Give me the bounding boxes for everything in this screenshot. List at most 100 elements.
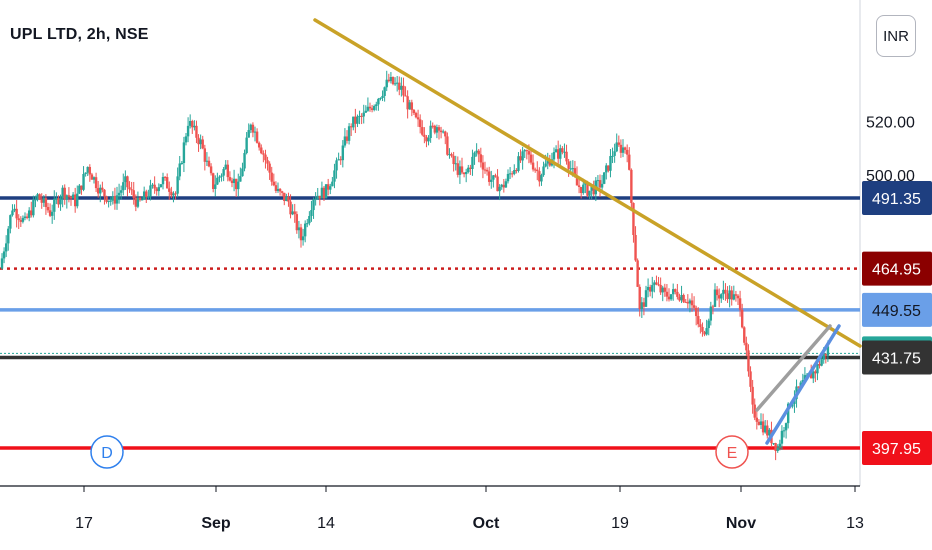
candle[interactable] [178, 156, 181, 181]
candle[interactable] [473, 151, 476, 165]
candle[interactable] [634, 226, 637, 262]
candle[interactable] [201, 135, 204, 150]
candle[interactable] [383, 86, 386, 102]
candle[interactable] [510, 171, 514, 178]
candle[interactable] [487, 166, 491, 186]
candle[interactable] [182, 136, 186, 173]
candle[interactable] [391, 76, 395, 86]
candle[interactable] [324, 184, 328, 199]
candle[interactable] [688, 298, 692, 313]
candle[interactable] [663, 283, 667, 297]
candle[interactable] [308, 211, 311, 226]
candle[interactable] [506, 169, 510, 184]
candle[interactable] [665, 283, 669, 302]
candle[interactable] [228, 171, 232, 182]
candle[interactable] [747, 344, 750, 377]
candle[interactable] [372, 104, 376, 112]
candle[interactable] [180, 161, 184, 165]
candle[interactable] [418, 114, 422, 134]
candle[interactable] [780, 425, 784, 450]
candle[interactable] [303, 220, 307, 243]
candle[interactable] [728, 285, 731, 308]
candle[interactable] [736, 294, 740, 305]
candle[interactable] [398, 76, 401, 96]
candle[interactable] [161, 172, 165, 190]
candle[interactable] [738, 290, 742, 317]
candle[interactable] [542, 161, 545, 177]
candle[interactable] [619, 139, 623, 158]
candle[interactable] [199, 134, 202, 150]
candle[interactable] [692, 296, 696, 311]
candle[interactable] [485, 167, 489, 176]
candle[interactable] [377, 97, 380, 111]
candle[interactable] [230, 177, 234, 188]
candle[interactable] [73, 187, 77, 213]
candle[interactable] [684, 298, 687, 303]
candle[interactable] [803, 367, 807, 381]
candle[interactable] [94, 172, 98, 192]
candle[interactable] [38, 193, 41, 201]
candle[interactable] [611, 147, 614, 164]
candle[interactable] [628, 147, 631, 171]
candle[interactable] [122, 173, 125, 196]
candle[interactable] [732, 285, 736, 301]
candle[interactable] [423, 127, 426, 144]
candle[interactable] [50, 204, 54, 224]
currency-button[interactable]: INR [876, 15, 916, 57]
candle[interactable] [65, 194, 69, 209]
candle[interactable] [322, 186, 326, 202]
candle[interactable] [264, 149, 267, 169]
candle[interactable] [257, 141, 261, 151]
candle[interactable] [57, 195, 60, 208]
candle[interactable] [207, 156, 211, 168]
candle[interactable] [203, 144, 207, 171]
candle[interactable] [531, 154, 535, 172]
candle[interactable] [274, 181, 278, 194]
candle[interactable] [389, 72, 393, 84]
candle[interactable] [329, 183, 332, 195]
candle[interactable] [502, 178, 506, 193]
candle[interactable] [433, 124, 437, 135]
candle[interactable] [249, 123, 253, 134]
candle[interactable] [565, 144, 568, 165]
candle[interactable] [360, 113, 363, 125]
candle[interactable] [63, 184, 66, 205]
candle[interactable] [276, 182, 280, 193]
candle[interactable] [521, 146, 524, 170]
candle[interactable] [722, 280, 725, 300]
candle[interactable] [278, 187, 282, 196]
candle[interactable] [270, 166, 273, 186]
candle[interactable] [289, 194, 292, 219]
candle[interactable] [117, 183, 121, 204]
candle[interactable] [326, 178, 330, 196]
candle[interactable] [623, 146, 627, 154]
candle[interactable] [517, 152, 520, 173]
candle[interactable] [429, 120, 432, 143]
candle[interactable] [745, 336, 748, 357]
candle[interactable] [184, 133, 188, 146]
candle[interactable] [444, 130, 447, 145]
candle[interactable] [504, 178, 508, 188]
candle[interactable] [99, 184, 102, 203]
candle[interactable] [671, 283, 675, 301]
candle[interactable] [621, 139, 625, 158]
candle[interactable] [216, 172, 219, 185]
candle[interactable] [703, 330, 706, 337]
candle[interactable] [13, 204, 16, 213]
candle[interactable] [410, 99, 414, 117]
candle[interactable] [253, 126, 257, 142]
candle[interactable] [498, 184, 501, 201]
candle[interactable] [699, 319, 702, 334]
candle[interactable] [467, 164, 470, 174]
candle[interactable] [615, 133, 618, 153]
candle[interactable] [55, 192, 58, 205]
candle[interactable] [90, 172, 94, 180]
candle[interactable] [119, 185, 123, 200]
candle[interactable] [347, 123, 351, 145]
candle[interactable] [69, 195, 73, 206]
candle[interactable] [86, 166, 89, 177]
candle[interactable] [563, 143, 566, 158]
candle[interactable] [226, 160, 230, 182]
candle[interactable] [301, 228, 305, 246]
candle[interactable] [536, 161, 539, 181]
